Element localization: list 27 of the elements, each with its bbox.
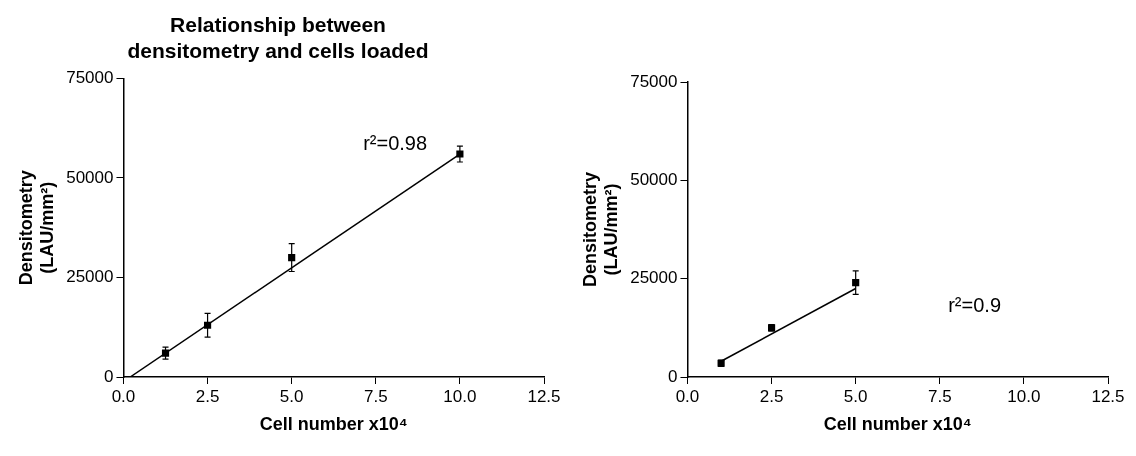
x-tick-label: 2.5 bbox=[759, 386, 784, 406]
y-tick-label: 75000 bbox=[66, 68, 114, 88]
y-tick-label: 0 bbox=[104, 366, 114, 386]
x-tick-label: 5.0 bbox=[843, 386, 868, 406]
x-axis-title: Cell number x10⁴ bbox=[259, 414, 408, 435]
x-tick-label: 0.0 bbox=[111, 386, 136, 406]
y-axis-title: Densitometry (LAU/mm²) bbox=[15, 170, 58, 286]
x-tick-label: 12.5 bbox=[1091, 386, 1125, 406]
y-tick-label: 0 bbox=[668, 366, 678, 386]
x-tick-label: 5.0 bbox=[279, 386, 304, 406]
y-tick-label: 25000 bbox=[630, 268, 678, 288]
x-axis-title: Cell number x10⁴ bbox=[823, 414, 972, 435]
annotation: r²=0.9 bbox=[948, 293, 1002, 316]
x-tick-label: 7.5 bbox=[363, 386, 388, 406]
y-tick-label: 50000 bbox=[66, 167, 114, 187]
x-tick-label: 10.0 bbox=[443, 386, 477, 406]
x-tick-label: 2.5 bbox=[195, 386, 220, 406]
y-tick-label: 75000 bbox=[630, 71, 678, 91]
annotation: r²=0.98 bbox=[363, 131, 428, 154]
x-tick-label: 0.0 bbox=[675, 386, 700, 406]
chart-title: Relationship between densitometry and cells loaded bbox=[127, 13, 429, 62]
y-axis-title: Densitometry (LAU/mm²) bbox=[579, 171, 622, 288]
x-tick-label: 7.5 bbox=[927, 386, 952, 406]
x-tick-label: 12.5 bbox=[527, 386, 561, 406]
x-tick-label: 10.0 bbox=[1007, 386, 1041, 406]
y-tick-label: 25000 bbox=[66, 267, 114, 287]
y-tick-label: 50000 bbox=[630, 170, 678, 190]
